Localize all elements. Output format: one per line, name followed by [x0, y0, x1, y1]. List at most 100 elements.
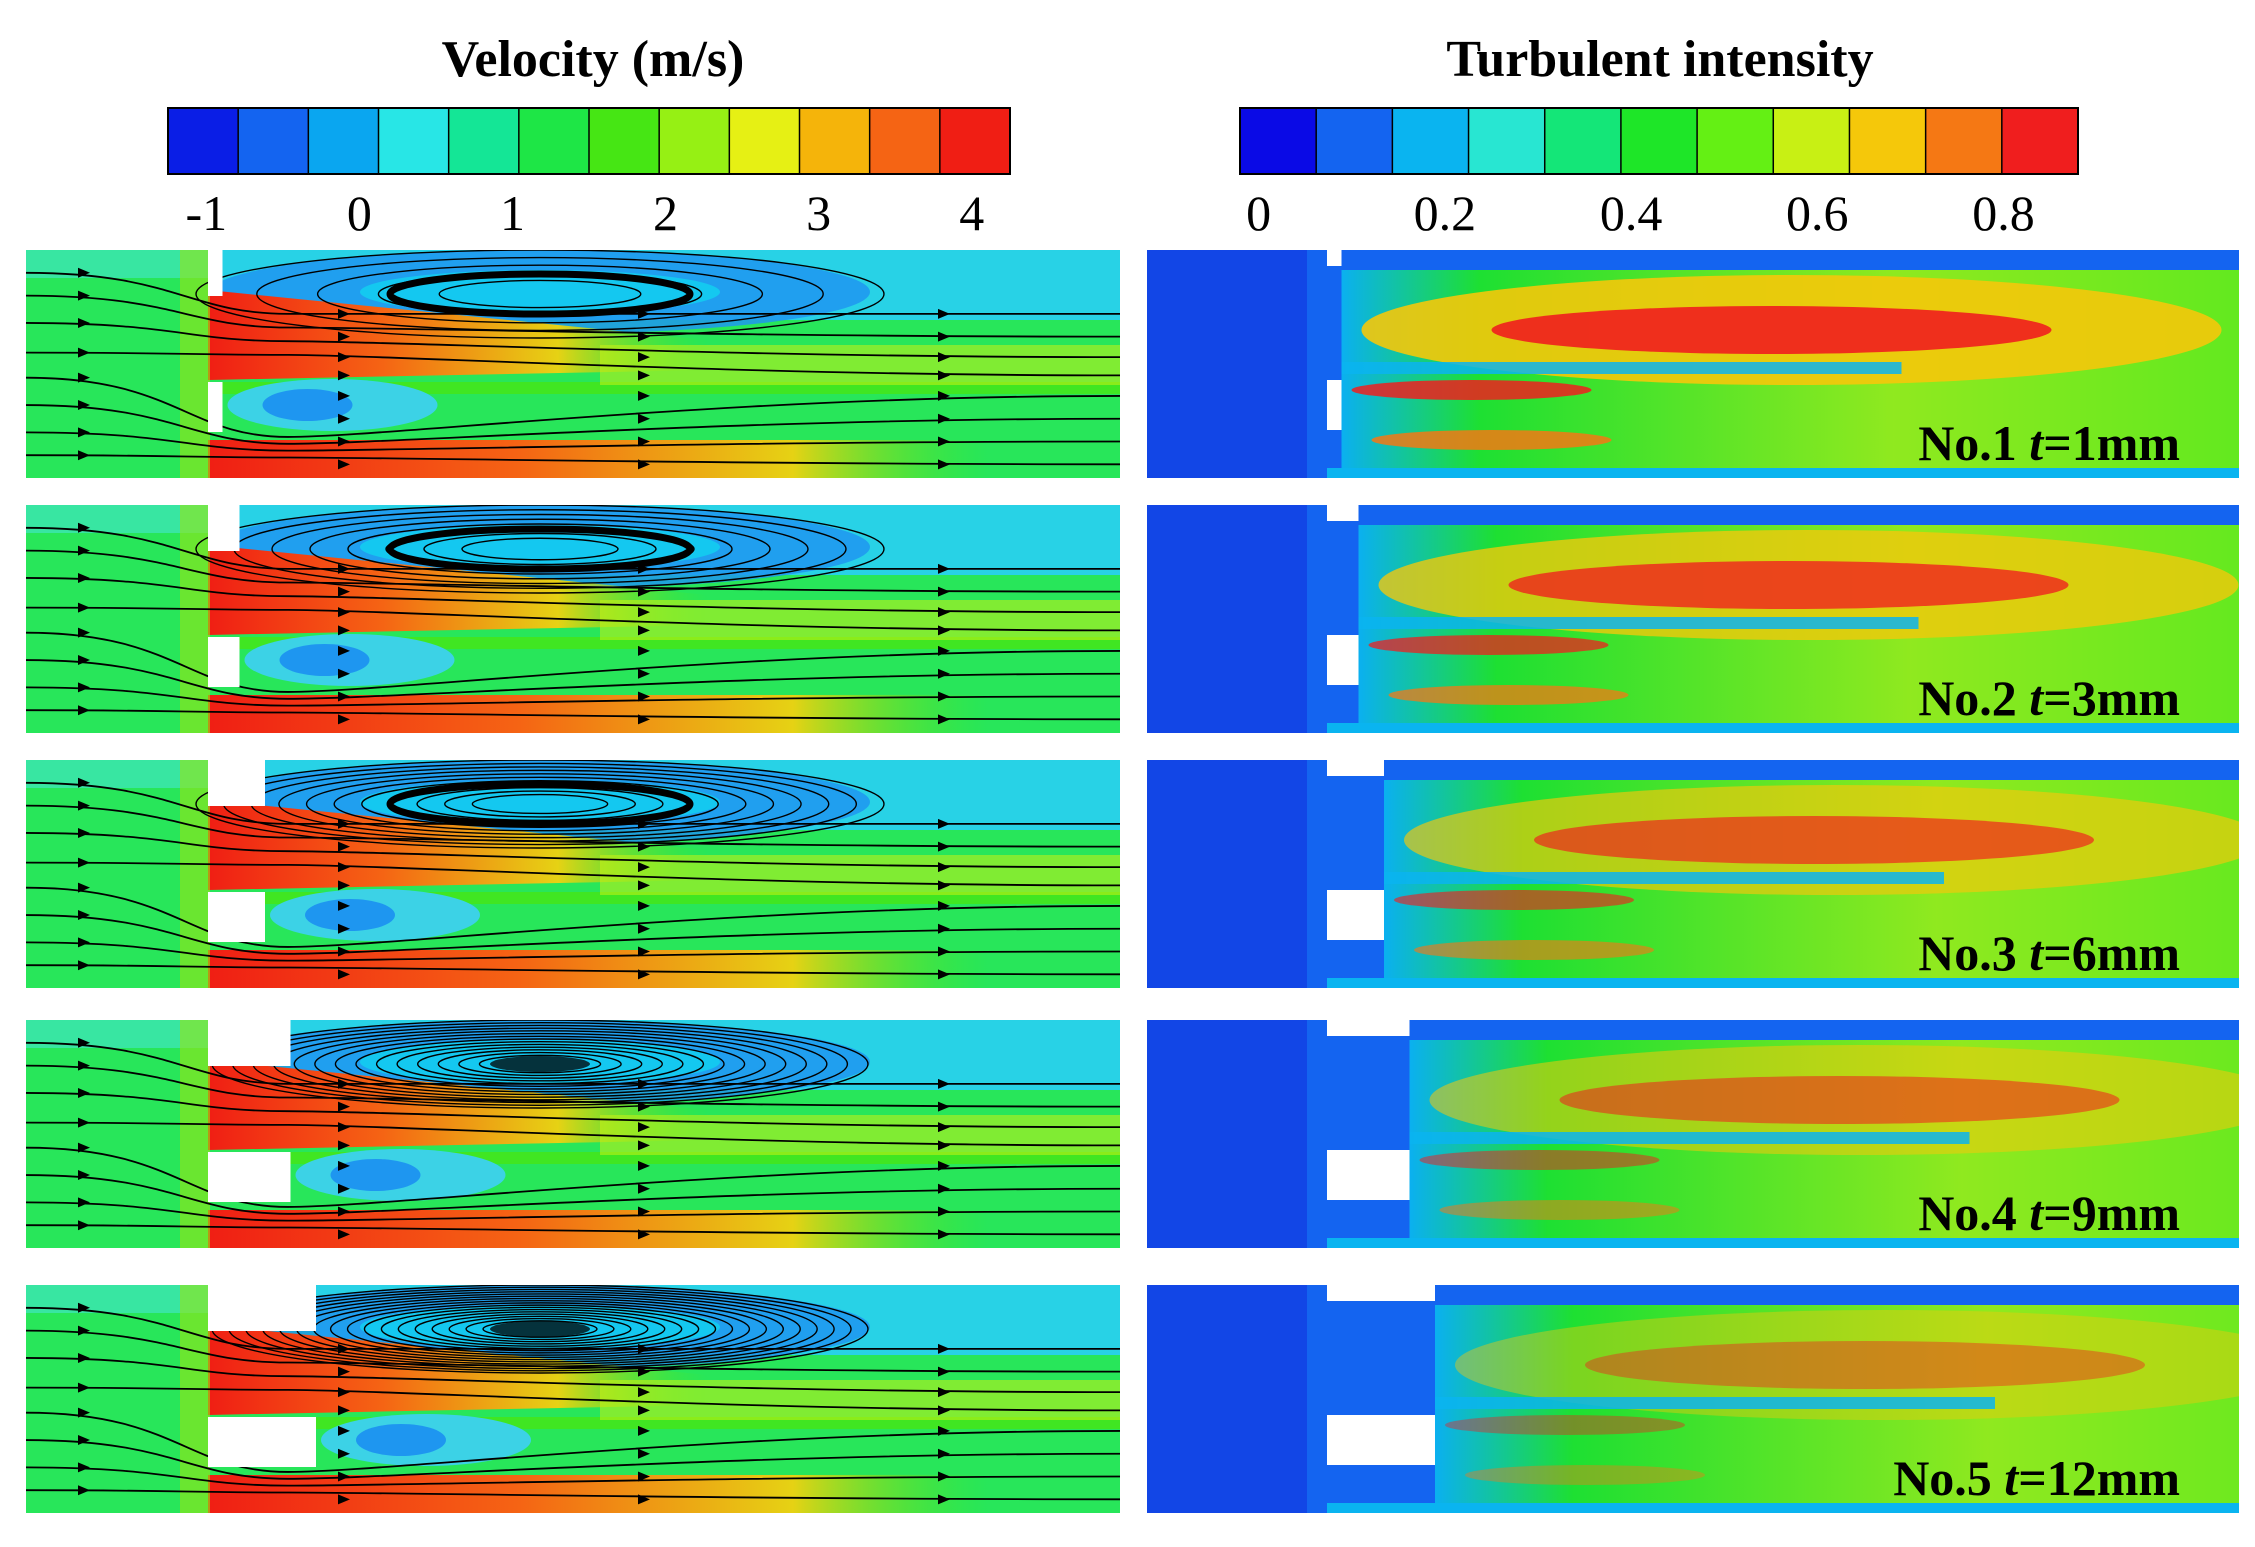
turbulence-orifice-plate-upper	[1327, 250, 1342, 266]
case-thickness-value: =1mm	[2043, 415, 2180, 471]
velocity-title: Velocity (m/s)	[442, 31, 745, 88]
velocity-colorbar-tick-label: 1	[500, 185, 525, 241]
velocity-orifice-plate-upper	[208, 250, 223, 296]
velocity-colorbar-tick-label: -1	[185, 185, 227, 241]
turbulence-colorbar-swatch	[1925, 108, 2003, 174]
turbulence-colorbar-swatch	[1620, 108, 1698, 174]
turbulence-orifice-plate-upper	[1327, 1020, 1410, 1036]
case-number: No.1	[1918, 415, 2029, 471]
turbulence-colorbar: 0 0.2 0.4 0.6 0.8	[1239, 107, 2079, 241]
velocity-colorbar-swatch	[378, 108, 450, 174]
case-thickness-symbol: t	[2029, 670, 2045, 726]
velocity-panel	[26, 1285, 1120, 1513]
velocity-streamlines	[26, 267, 1120, 470]
case-thickness-value: =3mm	[2043, 670, 2180, 726]
velocity-upper-jet	[208, 800, 708, 890]
velocity-colorbar-swatch	[729, 108, 800, 174]
turbulence-orifice-plate-lower	[1327, 380, 1342, 430]
velocity-streamlines	[26, 1037, 1120, 1240]
velocity-colorbar-tick-label: 3	[806, 185, 831, 241]
velocity-colorbar-tick-label: 2	[653, 185, 678, 241]
case-label: No.3 t=6mm	[1918, 925, 2180, 981]
velocity-orifice-plate-lower	[208, 1417, 316, 1467]
velocity-orifice-plate-upper	[208, 1285, 316, 1331]
case-thickness-value: =6mm	[2043, 925, 2180, 981]
velocity-colorbar-swatch	[659, 108, 730, 174]
case-thickness-symbol: t	[2029, 925, 2045, 981]
case-thickness-symbol: t	[2029, 1185, 2045, 1241]
turbulence-colorbar-frame	[1239, 107, 2079, 175]
velocity-vortex-streamlines	[195, 760, 885, 849]
turbulence-orifice-plate-upper	[1327, 505, 1359, 521]
case-label: No.4 t=9mm	[1918, 1185, 2180, 1241]
turbulence-colorbar-swatch	[1316, 108, 1393, 174]
turbulence-colorbar-tick-label: 0.2	[1414, 185, 1477, 241]
velocity-upper-jet	[208, 290, 708, 380]
velocity-colorbar-tick-label: 0	[347, 185, 372, 241]
case-label: No.2 t=3mm	[1918, 670, 2180, 726]
case-thickness-value: =12mm	[2018, 1450, 2180, 1506]
velocity-colorbar-swatch	[518, 108, 590, 174]
contour-panels	[26, 250, 2239, 1513]
case-label: No.5 t=12mm	[1893, 1450, 2180, 1506]
case-number: No.5	[1893, 1450, 2004, 1506]
velocity-panel	[26, 1020, 1120, 1248]
velocity-streamlines	[26, 1302, 1120, 1505]
turbulence-colorbar-swatch	[1468, 108, 1546, 174]
turbulence-upper-shear-layer	[1455, 1310, 2239, 1420]
turbulence-lower-hotspot	[1445, 1415, 1685, 1435]
turbulence-panel	[1147, 1020, 2239, 1248]
turbulence-colorbar-tick-label: 0.6	[1786, 185, 1849, 241]
velocity-colorbar-tick-label: 4	[959, 185, 984, 241]
turbulence-lower-hotspot	[1368, 635, 1609, 655]
case-label: No.1 t=1mm	[1918, 415, 2180, 471]
case-number: No.3	[1918, 925, 2029, 981]
velocity-upper-jet	[208, 545, 708, 635]
velocity-orifice-plate-lower	[208, 382, 223, 432]
turbulence-colorbar-swatch	[2001, 108, 2079, 174]
velocity-colorbar-swatch	[869, 108, 941, 174]
velocity-colorbar-swatch	[448, 108, 520, 174]
velocity-streamlines	[26, 522, 1120, 725]
velocity-colorbar-swatch	[799, 108, 871, 174]
turbulence-panel	[1147, 760, 2239, 988]
velocity-colorbar-swatch	[589, 108, 660, 174]
velocity-colorbar-swatch	[168, 108, 239, 174]
velocity-orifice-plate-upper	[208, 1020, 291, 1066]
velocity-colorbar-swatch	[308, 108, 379, 174]
velocity-panel	[26, 760, 1120, 988]
turbulence-orifice-plate-upper	[1327, 760, 1384, 776]
turbulence-panel	[1147, 1285, 2239, 1513]
velocity-orifice-plate-lower	[208, 892, 265, 942]
velocity-streamlines	[26, 777, 1120, 980]
turbulence-lower-hotspot	[1419, 1150, 1660, 1170]
velocity-panel	[26, 250, 1120, 478]
velocity-orifice-plate-lower	[208, 637, 240, 687]
case-thickness-value: =9mm	[2043, 1185, 2180, 1241]
turbulence-colorbar-swatch	[1544, 108, 1622, 174]
turbulence-lower-hotspot	[1394, 890, 1634, 910]
turbulence-panel	[1147, 250, 2239, 478]
turbulence-orifice-plate-upper	[1327, 1285, 1435, 1301]
turbulence-colorbar-swatch	[1240, 108, 1317, 174]
velocity-colorbar-frame	[167, 107, 1011, 175]
velocity-colorbar-swatch	[939, 108, 1011, 174]
turbulence-orifice-plate-lower	[1327, 890, 1384, 940]
turbulence-colorbar-swatch	[1697, 108, 1774, 174]
turbulence-colorbar-tick-label: 0.8	[1972, 185, 2035, 241]
velocity-colorbar-swatch	[238, 108, 309, 174]
turbulence-orifice-plate-lower	[1327, 635, 1359, 685]
case-thickness-symbol: t	[2029, 415, 2045, 471]
turbulence-colorbar-tick-label: 0	[1246, 185, 1271, 241]
case-number: No.2	[1918, 670, 2029, 726]
turbulence-colorbar-swatch	[1773, 108, 1850, 174]
turbulence-orifice-plate-lower	[1327, 1150, 1410, 1200]
case-thickness-symbol: t	[2004, 1450, 2020, 1506]
turbulence-colorbar-tick-label: 0.4	[1600, 185, 1663, 241]
velocity-orifice-plate-upper	[208, 505, 240, 551]
turbulence-colorbar-swatch	[1849, 108, 1927, 174]
velocity-orifice-plate-lower	[208, 1152, 291, 1202]
turbulence-title: Turbulent intensity	[1446, 31, 1873, 88]
